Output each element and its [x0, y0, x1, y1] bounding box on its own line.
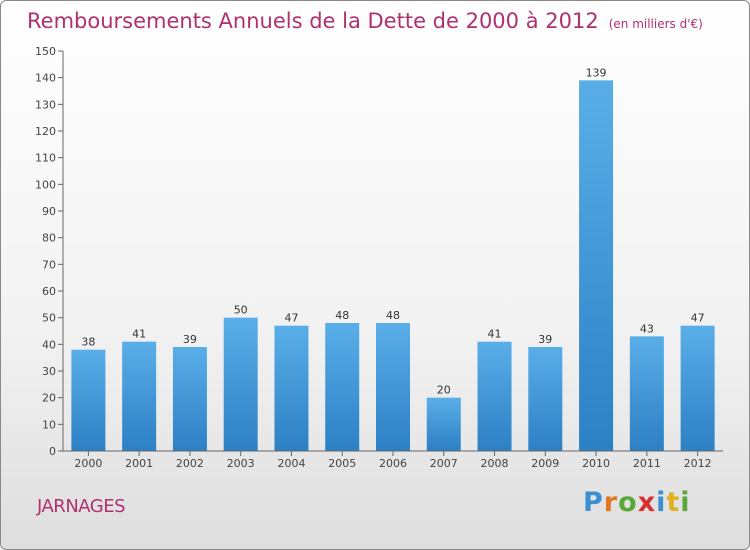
y-tick-label: 0 [49, 445, 56, 458]
bar [325, 323, 360, 451]
x-tick-label: 2000 [74, 457, 102, 470]
bar [579, 80, 614, 451]
bar-value-label: 47 [284, 312, 298, 325]
bar-value-label: 43 [640, 322, 654, 335]
bar-value-label: 20 [437, 384, 451, 397]
bar-value-label: 47 [691, 312, 705, 325]
x-tick-label: 2006 [379, 457, 407, 470]
chart-title-block: Remboursements Annuels de la Dette de 20… [27, 9, 703, 33]
y-tick-label: 90 [42, 205, 56, 218]
bar-value-label: 41 [132, 328, 146, 341]
proxiti-logo: Proxiti [583, 487, 691, 518]
x-tick-label: 2010 [582, 457, 610, 470]
place-name: JARNAGES [37, 496, 126, 517]
y-tick-label: 60 [42, 285, 56, 298]
y-tick-label: 150 [35, 45, 56, 58]
y-tick-label: 70 [42, 258, 56, 271]
bar [680, 325, 715, 451]
bar [477, 341, 512, 451]
bar-value-label: 39 [538, 333, 552, 346]
x-tick-label: 2002 [176, 457, 204, 470]
x-tick-label: 2012 [684, 457, 712, 470]
y-tick-label: 130 [35, 98, 56, 111]
bar [376, 323, 410, 451]
bar-value-label: 139 [586, 66, 607, 79]
bar [172, 347, 207, 451]
bar-value-label: 48 [386, 309, 400, 322]
bar-value-label: 48 [335, 309, 349, 322]
x-axis: 2000 2001 2002 2003 2004 2005 2006 2007 2008 2009… [63, 450, 723, 470]
bar [629, 336, 664, 451]
x-tick-label: 2003 [227, 457, 255, 470]
bar-value-label: 50 [234, 304, 248, 317]
x-tick-label: 2009 [531, 457, 559, 470]
bar [274, 325, 309, 451]
y-tick-label: 50 [42, 312, 56, 325]
bar-value-label: 38 [81, 336, 95, 349]
bar [426, 397, 461, 451]
y-tick-label: 120 [35, 125, 56, 138]
bars: 38 41 39 50 47 48 48 20 41 39 139 43 47 [71, 66, 715, 451]
x-tick-label: 2007 [430, 457, 458, 470]
y-tick-label: 20 [42, 392, 56, 405]
y-tick-label: 40 [42, 338, 56, 351]
y-tick-label: 30 [42, 365, 56, 378]
bar [122, 341, 157, 451]
chart-title: Remboursements Annuels de la Dette de 20… [27, 9, 599, 33]
x-tick-label: 2005 [328, 457, 356, 470]
bar [223, 317, 258, 451]
y-axis: 0 10 20 30 40 50 60 70 80 90 100 110 120 130 140 150 [35, 45, 64, 458]
y-tick-label: 10 [42, 418, 56, 431]
y-tick-label: 140 [35, 72, 56, 85]
y-tick-label: 80 [42, 232, 56, 245]
x-tick-label: 2004 [277, 457, 305, 470]
bar-value-label: 41 [488, 328, 502, 341]
bar [71, 349, 106, 451]
chart-unit: (en milliers d'€) [608, 17, 703, 31]
bar-value-label: 39 [183, 333, 197, 346]
y-tick-label: 100 [35, 178, 56, 191]
x-tick-label: 2011 [633, 457, 661, 470]
x-tick-label: 2001 [125, 457, 153, 470]
bar [528, 347, 563, 451]
x-tick-label: 2008 [481, 457, 509, 470]
y-tick-label: 110 [35, 152, 56, 165]
